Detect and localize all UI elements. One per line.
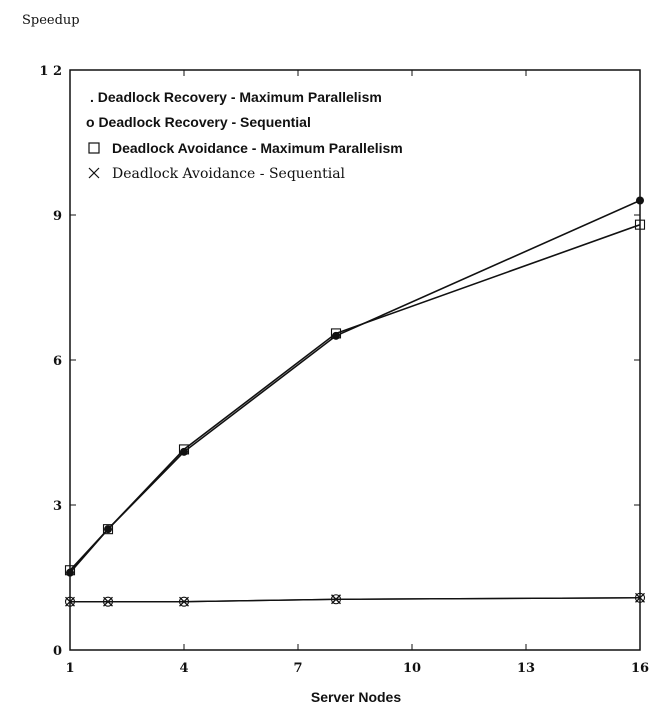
data-point-x-stroke	[179, 596, 189, 607]
series-line-3	[70, 597, 641, 603]
data-point-square	[330, 328, 342, 339]
series-line-2	[69, 223, 641, 571]
legend-label-recovery-seq: o Deadlock Recovery - Sequential	[86, 114, 311, 130]
y-tick-label: 1 2	[39, 64, 62, 79]
data-point-square	[178, 444, 190, 455]
data-point-square	[64, 565, 76, 576]
y-axis-label: Speedup	[22, 13, 80, 28]
data-point-open-circle	[178, 596, 190, 607]
x-tick-label: 13	[517, 661, 535, 676]
x-tick-label: 4	[179, 661, 188, 676]
data-point-filled-circle	[104, 525, 112, 534]
legend-x-icon	[88, 167, 100, 179]
data-point-x-stroke	[635, 592, 645, 603]
data-point-x	[331, 594, 341, 605]
data-point-x	[635, 592, 645, 603]
data-point-square	[634, 219, 646, 230]
y-tick-label: 6	[53, 354, 62, 369]
legend: . Deadlock Recovery - Maximum Parallelis…	[86, 89, 403, 182]
data-point-filled-circle	[636, 196, 644, 205]
data-point-x	[65, 596, 75, 607]
y-tick-label: 0	[53, 644, 62, 659]
data-point-x	[103, 596, 113, 607]
x-tick-label: 10	[403, 661, 421, 676]
data-point-filled-circle	[180, 447, 188, 456]
legend-label-avoidance-seq: Deadlock Avoidance - Sequential	[112, 166, 346, 182]
x-axis-label: Server Nodes	[311, 689, 401, 705]
plot-frame	[69, 69, 641, 651]
legend-label-avoidance-max: Deadlock Avoidance - Maximum Parallelism	[112, 140, 403, 156]
data-point-open-circle	[634, 592, 646, 603]
legend-label-recovery-max: . Deadlock Recovery - Maximum Parallelis…	[90, 89, 382, 105]
data-point-open-circle	[102, 596, 114, 607]
y-tick-label: 9	[53, 209, 62, 224]
x-tick-label: 1	[65, 661, 74, 676]
data-point-filled-circle	[66, 568, 74, 577]
data-point-x-stroke	[65, 596, 75, 607]
data-point-x-stroke	[103, 596, 113, 607]
x-tick-label: 7	[293, 661, 302, 676]
series-line-0	[69, 199, 641, 574]
x-tick-label: 16	[631, 661, 649, 676]
y-tick-label: 3	[53, 499, 62, 514]
data-point-square	[102, 524, 114, 535]
data-point-open-circle	[64, 596, 76, 607]
data-point-filled-circle	[332, 331, 340, 340]
data-point-open-circle	[330, 594, 342, 605]
data-point-x	[179, 596, 189, 607]
legend-square-icon	[88, 142, 100, 154]
data-point-x-stroke	[331, 594, 341, 605]
